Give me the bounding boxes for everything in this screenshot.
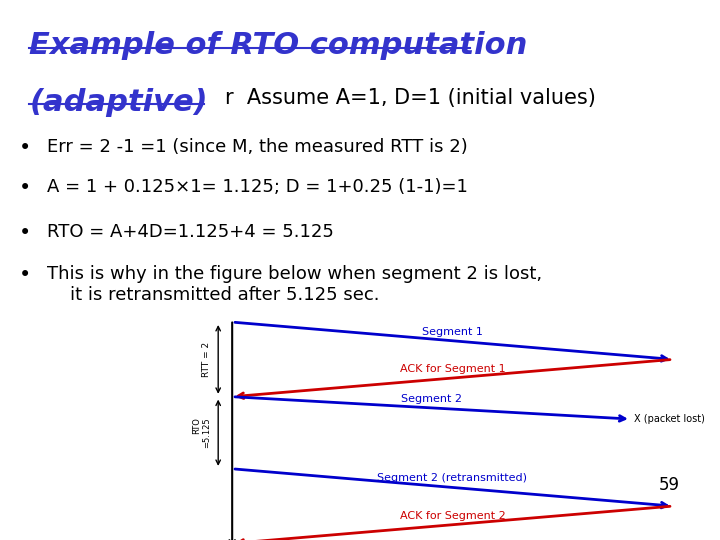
- Text: RTO = A+4D=1.125+4 = 5.125: RTO = A+4D=1.125+4 = 5.125: [47, 222, 334, 241]
- Text: 59: 59: [659, 476, 680, 494]
- Text: X (packet lost): X (packet lost): [634, 414, 705, 424]
- Text: This is why in the figure below when segment 2 is lost,
    it is retransmitted : This is why in the figure below when seg…: [47, 265, 542, 303]
- Text: •: •: [19, 178, 31, 198]
- Text: Segment 2 (retransmitted): Segment 2 (retransmitted): [377, 474, 528, 483]
- Text: (adaptive): (adaptive): [30, 89, 208, 117]
- Text: ACK for Segment 1: ACK for Segment 1: [400, 364, 505, 374]
- Text: RTT = 2: RTT = 2: [202, 342, 211, 377]
- Text: •: •: [19, 138, 31, 158]
- Text: •: •: [19, 222, 31, 242]
- Text: A = 1 + 0.125×1= 1.125; D = 1+0.25 (1-1)=1: A = 1 + 0.125×1= 1.125; D = 1+0.25 (1-1)…: [47, 178, 468, 196]
- Text: ACK for Segment 2: ACK for Segment 2: [400, 511, 505, 521]
- Text: Segment 1: Segment 1: [422, 327, 483, 337]
- Text: r  Assume A=1, D=1 (initial values): r Assume A=1, D=1 (initial values): [225, 89, 596, 109]
- Text: RTO
=5.125: RTO =5.125: [192, 417, 211, 448]
- Text: •: •: [19, 265, 31, 285]
- Text: Segment 2: Segment 2: [401, 394, 462, 404]
- Text: Example of RTO computation: Example of RTO computation: [30, 31, 528, 60]
- Text: Err = 2 -1 =1 (since M, the measured RTT is 2): Err = 2 -1 =1 (since M, the measured RTT…: [47, 138, 467, 156]
